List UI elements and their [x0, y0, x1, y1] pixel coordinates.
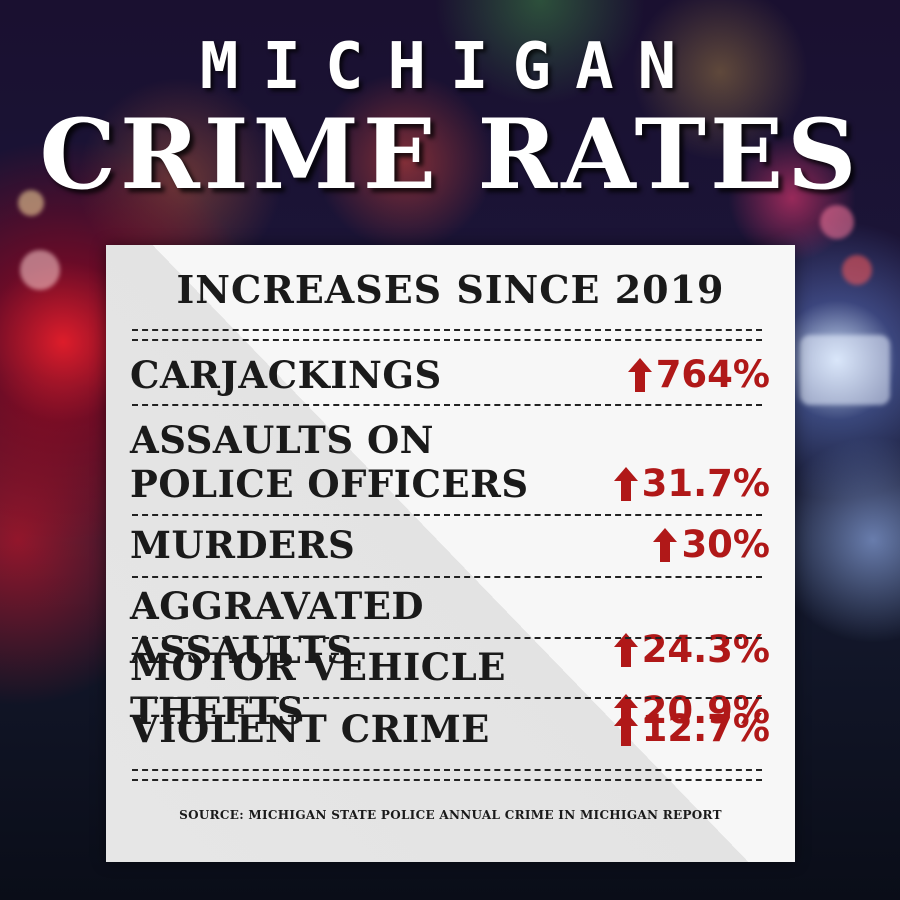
title-michigan: MICHIGAN [199, 30, 701, 104]
stat-row-assaults-on-police: ASSAULTS ON POLICE OFFICERS 31.7% [130, 418, 770, 506]
row-divider [132, 404, 762, 406]
stat-percent: 764% [655, 353, 770, 396]
stat-value: 12.7% [613, 707, 770, 751]
row-divider [132, 576, 762, 578]
stat-percent: 20.9% [641, 689, 770, 732]
row-divider [132, 637, 762, 639]
source-note: SOURCE: MICHIGAN STATE POLICE ANNUAL CRI… [179, 808, 722, 822]
row-divider [132, 697, 762, 699]
title-crime-rates: CRIME RATES [39, 98, 861, 211]
stat-percent: 31.7% [641, 462, 770, 505]
stats-card: INCREASES SINCE 2019 CARJACKINGS 764% AS… [106, 245, 795, 862]
stat-label: AGGRAVATED ASSAULTS [130, 584, 425, 672]
stat-label: CARJACKINGS [130, 353, 442, 397]
stat-row-carjackings: CARJACKINGS 764% [130, 353, 770, 397]
stat-row-violent-crime: VIOLENT CRIME 12.7% [130, 707, 770, 751]
row-divider [132, 514, 762, 516]
bokeh-light [18, 190, 44, 216]
stat-label: MOTOR VEHICLE THEFTS [130, 645, 506, 733]
stat-value: 20.9% [613, 689, 770, 733]
bokeh-light [800, 335, 890, 405]
up-arrow-icon [653, 528, 678, 562]
stat-percent: 30% [681, 523, 770, 566]
stat-row-aggravated-assaults: AGGRAVATED ASSAULTS 24.3% [130, 584, 770, 672]
stat-value: 764% [627, 353, 770, 397]
up-arrow-icon [627, 358, 652, 392]
stat-label: VIOLENT CRIME [130, 707, 490, 751]
stat-percent: 24.3% [641, 628, 770, 671]
up-arrow-icon [613, 712, 638, 746]
stat-value: 24.3% [613, 628, 770, 672]
up-arrow-icon [613, 633, 638, 667]
up-arrow-icon [613, 467, 638, 501]
stat-value: 31.7% [613, 462, 770, 506]
stat-row-murders: MURDERS 30% [130, 523, 770, 567]
up-arrow-icon [613, 694, 638, 728]
stat-label: MURDERS [130, 523, 356, 567]
bokeh-light [820, 205, 854, 239]
stat-label: ASSAULTS ON POLICE OFFICERS [130, 418, 529, 506]
stat-percent: 12.7% [641, 707, 770, 750]
bokeh-light [20, 250, 60, 290]
stat-row-motor-vehicle-thefts: MOTOR VEHICLE THEFTS 20.9% [130, 645, 770, 733]
divider-double-top [132, 329, 762, 341]
card-title: INCREASES SINCE 2019 [176, 267, 725, 312]
bokeh-light [842, 255, 872, 285]
divider-double-bottom [132, 769, 762, 781]
stat-value: 30% [653, 523, 770, 567]
